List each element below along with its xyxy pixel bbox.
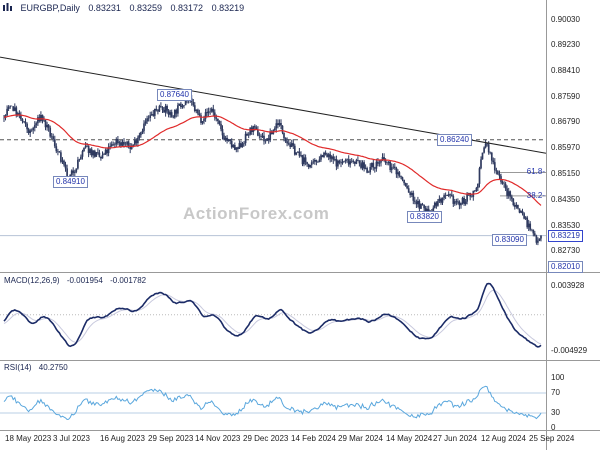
price-level-box: 0.83820 xyxy=(407,211,442,223)
price-axis-tick: 0.83530 xyxy=(551,221,580,230)
date-label: 16 Aug 2023 xyxy=(100,434,145,443)
current-price-tag: 0.83219 xyxy=(548,230,583,242)
macd-value: -0.001954 xyxy=(66,276,103,285)
rsi-axis-tick: 0 xyxy=(551,423,556,432)
price-axis-tick: 0.85150 xyxy=(551,169,580,178)
date-label: 25 Sep 2024 xyxy=(529,434,575,443)
date-label: 29 Dec 2023 xyxy=(243,434,289,443)
date-label: 27 Jun 2024 xyxy=(433,434,478,443)
rsi-panel-label: RSI(14) 40.2750 xyxy=(4,363,73,372)
macd-panel-label: MACD(12,26,9) -0.001954 -0.001782 xyxy=(4,276,151,285)
price-axis-tick: 0.88410 xyxy=(551,66,580,75)
candlestick-chart-icon xyxy=(3,3,12,14)
fib-level-label: 61.8- xyxy=(526,167,545,176)
macd-axis-max: 0.003928 xyxy=(551,281,585,290)
date-label: 29 Mar 2024 xyxy=(338,434,383,443)
price-axis-tick: 0.87590 xyxy=(551,92,580,101)
price-high: 0.83259 xyxy=(129,3,162,13)
watermark: ActionForex.com xyxy=(183,204,330,223)
price-axis-tick: 0.85970 xyxy=(551,143,580,152)
price-level-box: 0.84910 xyxy=(53,176,88,188)
fib-level-label: 38.2- xyxy=(526,191,545,200)
price-level-box: 0.83090 xyxy=(492,234,527,246)
macd-name: MACD(12,26,9) xyxy=(4,276,60,285)
rsi-value: 40.2750 xyxy=(38,363,68,372)
date-label: 14 Nov 2023 xyxy=(195,434,241,443)
rsi-name: RSI(14) xyxy=(4,363,32,372)
price-close: 0.83219 xyxy=(211,3,245,13)
symbol-label: EURGBP,Daily xyxy=(20,3,80,13)
rsi-axis-tick: 30 xyxy=(551,408,560,417)
rsi-axis-tick: 70 xyxy=(551,388,560,397)
macd-axis-min: -0.004929 xyxy=(551,346,588,355)
price-axis-tick: 0.89230 xyxy=(551,40,580,49)
price-axis-tick: 0.90030 xyxy=(551,15,580,24)
support-price-tag: 0.82010 xyxy=(548,261,583,273)
price-level-box: 0.86240 xyxy=(437,134,472,146)
price-axis-tick: 0.84350 xyxy=(551,195,580,204)
macd-signal-value: -0.001782 xyxy=(110,276,147,285)
date-label: 14 Feb 2024 xyxy=(291,434,336,443)
date-label: 14 May 2024 xyxy=(386,434,433,443)
rsi-axis-tick: 100 xyxy=(551,373,565,382)
date-label: 3 Jul 2023 xyxy=(53,434,90,443)
date-label: 29 Sep 2023 xyxy=(148,434,194,443)
chart-title: EURGBP,Daily 0.83231 0.83259 0.83172 0.8… xyxy=(3,3,250,14)
price-low: 0.83172 xyxy=(170,3,204,13)
price-axis-tick: 0.86790 xyxy=(551,117,580,126)
price-axis-tick: 0.82730 xyxy=(551,246,580,255)
date-label: 18 May 2023 xyxy=(5,434,52,443)
price-open: 0.83231 xyxy=(88,3,121,13)
date-label: 12 Aug 2024 xyxy=(481,434,526,443)
price-level-box: 0.87640 xyxy=(157,89,192,101)
